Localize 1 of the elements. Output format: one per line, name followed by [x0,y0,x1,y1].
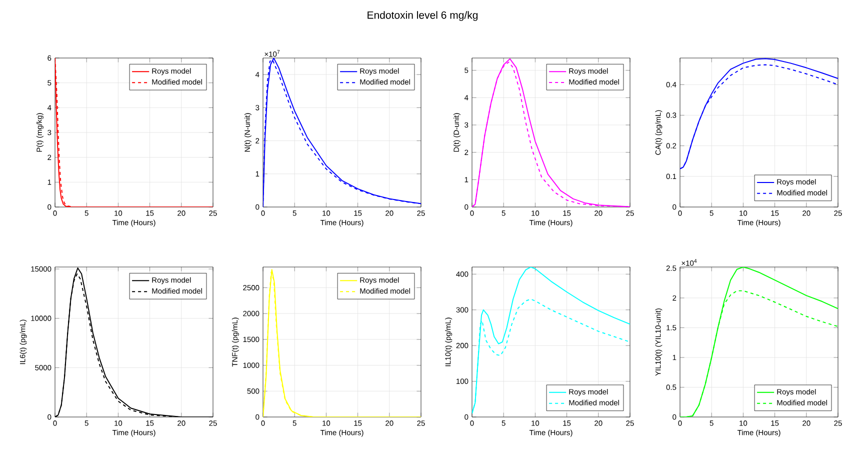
text: Endotoxin level 6 mg/kg [368,11,478,21]
